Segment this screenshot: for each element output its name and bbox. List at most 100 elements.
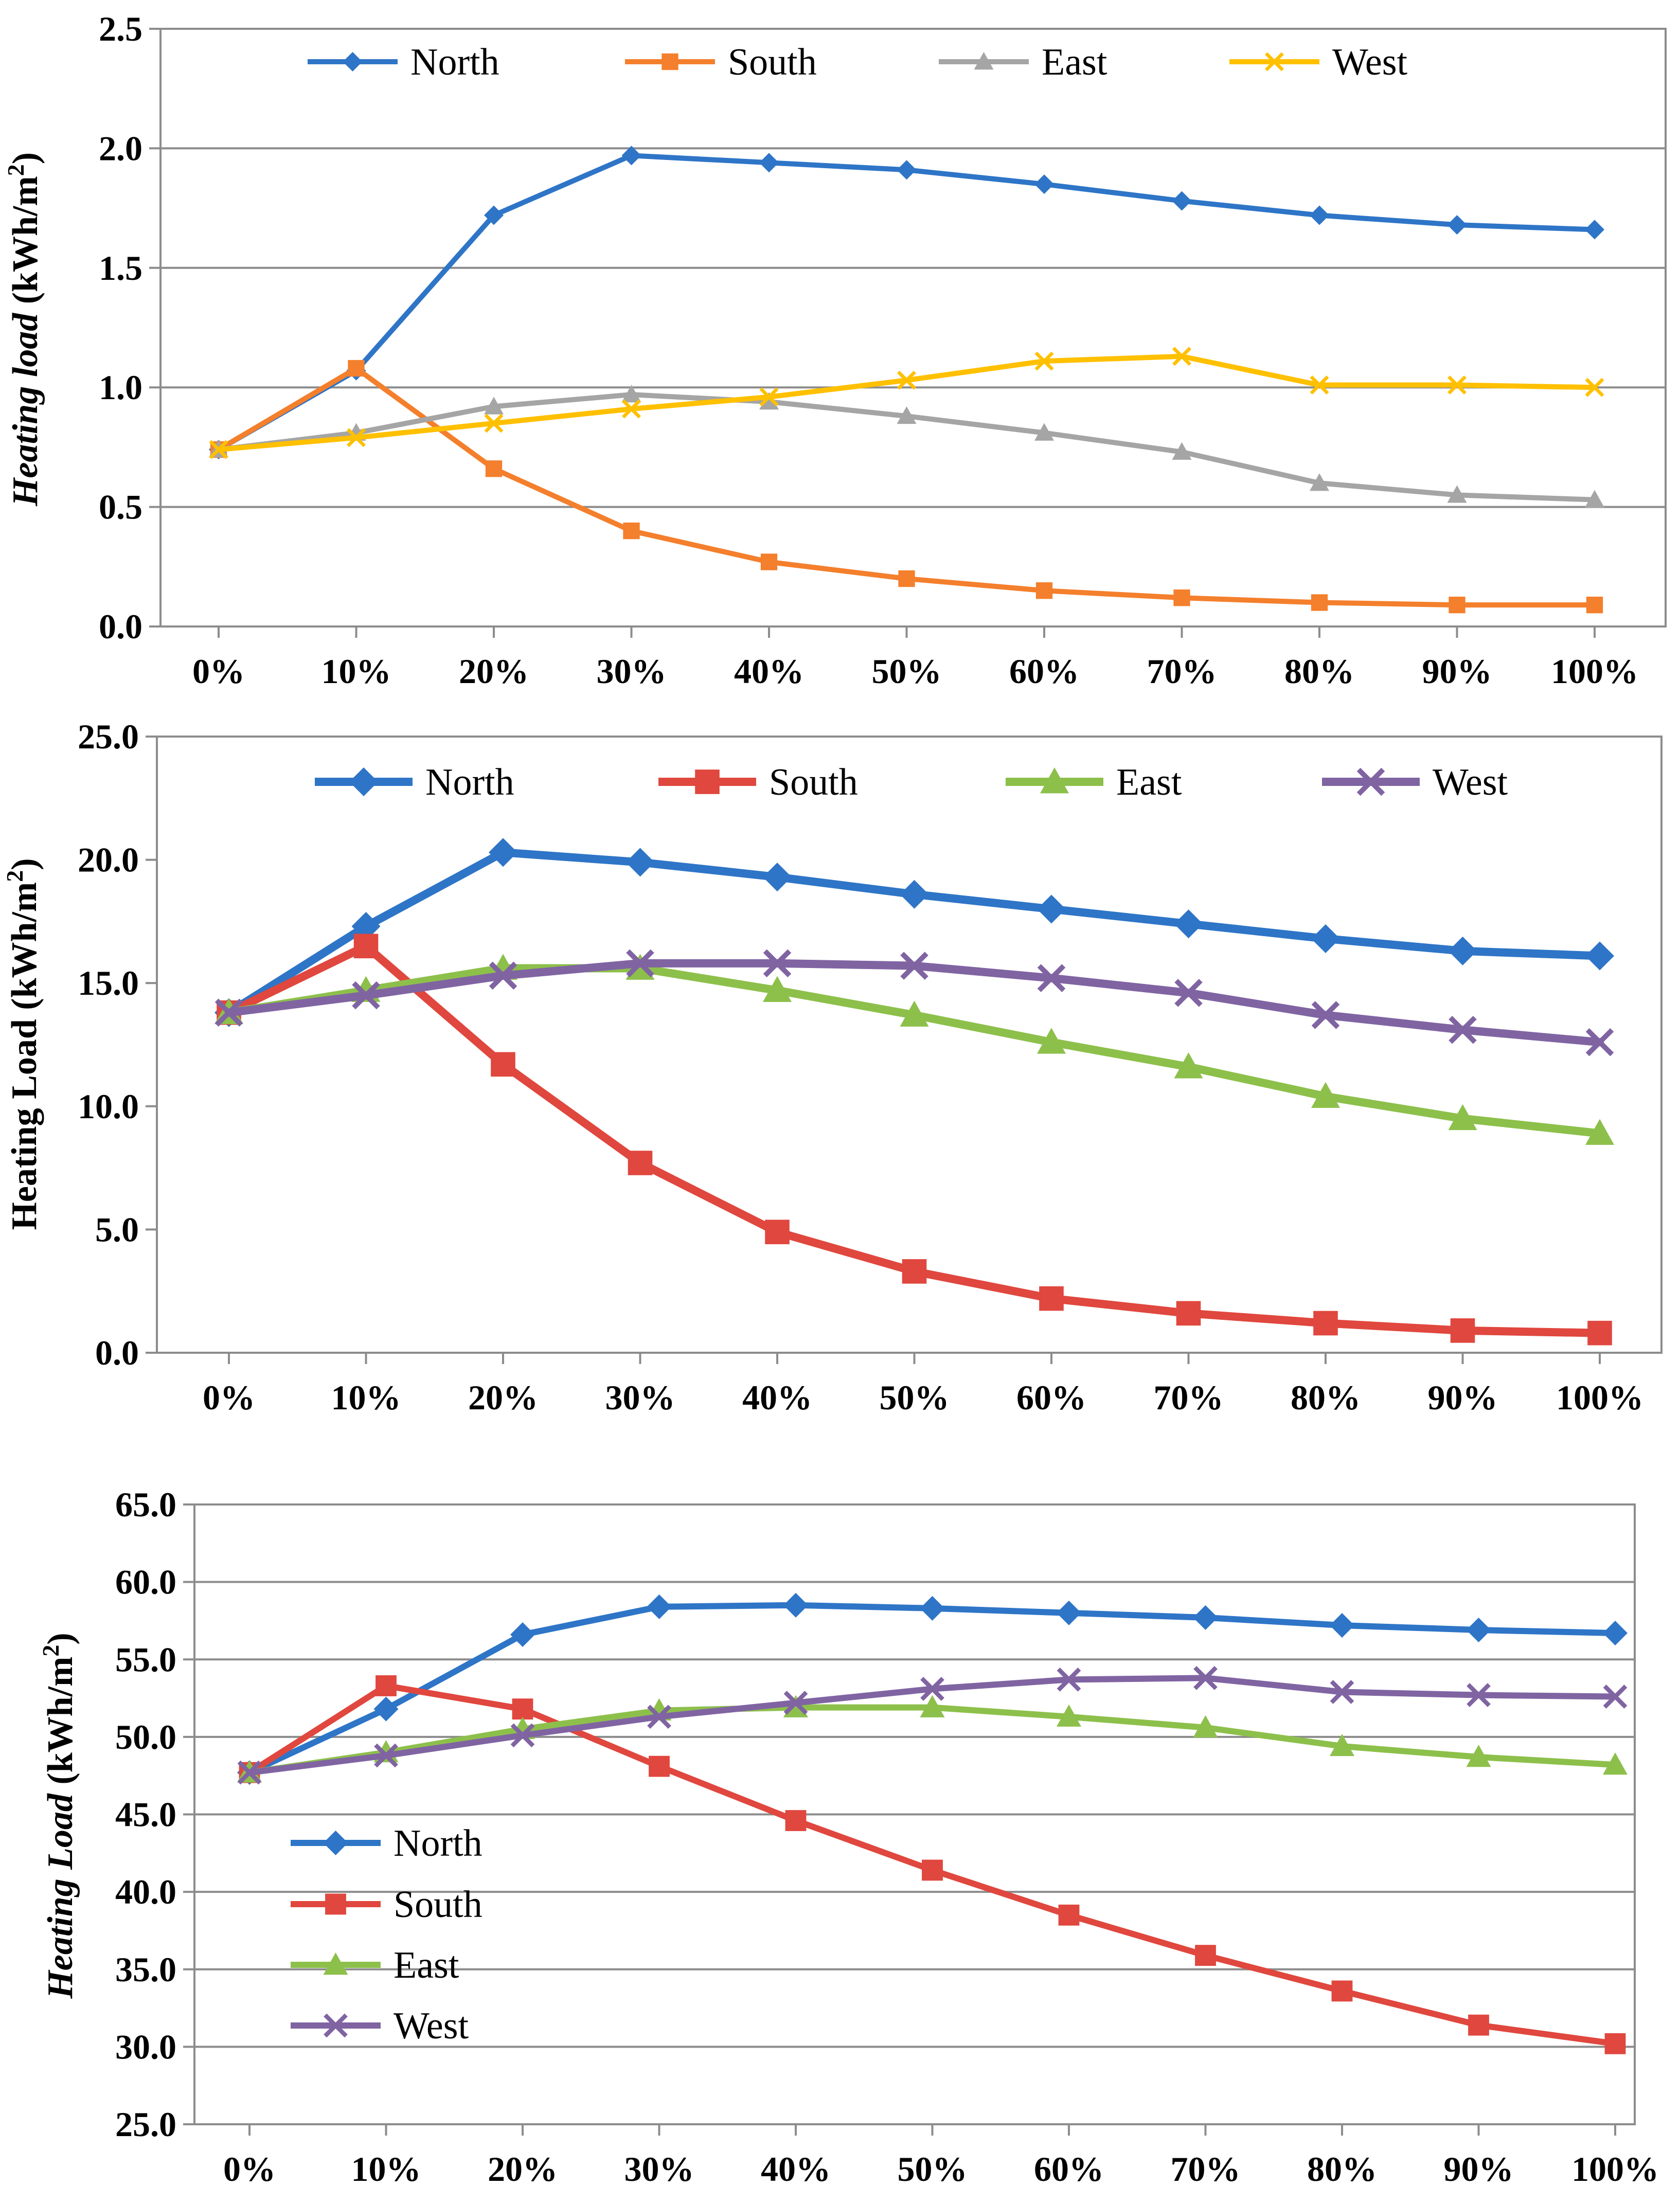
data-point-south (1587, 1320, 1612, 1346)
data-point-south (348, 360, 365, 377)
data-point-west (484, 414, 504, 433)
data-point-south (760, 553, 778, 570)
series-line-east (225, 964, 1604, 1138)
y-tick-label: 15.0 (78, 963, 139, 1002)
x-tick-label: 50% (872, 652, 942, 691)
data-point-west (1449, 1015, 1477, 1044)
chart-1: 0.0 0.5 1.0 1.5 2.0 2.5 0% 10% 20% 30% 40% 50% 60% 70… (3, 9, 1667, 691)
y-axis-label-sup: 2 (2, 870, 28, 882)
data-point-north (1466, 1618, 1491, 1643)
y-axis-label-close: ) (6, 152, 45, 164)
data-point-west (1330, 1680, 1354, 1704)
chart-3: 25.0 30.0 35.0 40.0 45.0 50.0 55.0 60.0 65.0 0% 10… (38, 1485, 1659, 2189)
x-tick-label: 80% (1284, 652, 1354, 691)
series-west (209, 347, 1604, 459)
legend-label: West (1433, 761, 1508, 803)
y-tick-label: 0.0 (95, 1333, 139, 1372)
y-axis-label-unit: (kWh/m (41, 1657, 80, 1794)
data-point-north (489, 838, 517, 867)
data-point-south (1176, 1301, 1201, 1326)
data-point-north (373, 1696, 399, 1722)
x-tick-label: 100% (1556, 1378, 1643, 1417)
data-point-east (1310, 473, 1329, 491)
legend-entry-south: South (625, 41, 817, 83)
legend-label: North (410, 41, 499, 83)
data-point-west (209, 440, 228, 459)
data-point-west (1585, 378, 1604, 397)
data-point-west (1603, 1685, 1628, 1709)
y-axis-label-sup: 2 (3, 164, 29, 176)
legend-label: West (1332, 41, 1408, 83)
data-point-west (1172, 347, 1192, 366)
data-point-north (1330, 1612, 1354, 1638)
legend-marker (695, 769, 720, 794)
x-tick-label: 70% (1171, 2149, 1241, 2189)
data-point-west (374, 1743, 398, 1768)
legend-marker (325, 1893, 346, 1915)
y-tick-label: 65.0 (115, 1485, 176, 1524)
legend-entry-south: South (291, 1884, 482, 1926)
data-point-north (783, 1592, 808, 1618)
y-tick-label: 2.5 (99, 9, 142, 48)
x-tick-label: 50% (898, 2149, 968, 2189)
data-point-east (1037, 1028, 1066, 1054)
data-point-south (628, 1151, 653, 1175)
x-tick-label: 70% (1147, 652, 1217, 691)
series-east (237, 1695, 1628, 1783)
y-tick-label: 25.0 (115, 2105, 176, 2144)
data-point-south (1313, 1311, 1338, 1336)
series-line-west (246, 1675, 1618, 1776)
data-point-south (1039, 1286, 1064, 1311)
y-tick-label: 55.0 (115, 1640, 176, 1679)
y-tick-label: 5.0 (95, 1210, 139, 1249)
legend-label: South (769, 761, 858, 803)
x-tick-label: 100% (1571, 2149, 1659, 2189)
legend-label: South (728, 41, 817, 83)
data-point-north (647, 1594, 672, 1619)
data-point-west (215, 998, 243, 1027)
legend-label: North (394, 1822, 482, 1865)
data-point-south (623, 522, 640, 540)
data-point-west (346, 428, 366, 447)
x-tick-label: 60% (1016, 1378, 1086, 1417)
data-point-north (1447, 215, 1467, 235)
y-axis-label: Heating load (kWh/m2) (3, 152, 45, 507)
data-point-north (1585, 941, 1614, 971)
data-point-east (1585, 490, 1604, 508)
y-axis-label-italic: Heating Load (41, 1793, 80, 1999)
y-tick-label: 0.0 (99, 607, 142, 646)
data-point-north (900, 880, 929, 909)
x-tick-label: 10% (351, 2149, 421, 2189)
x-tick-label: 40% (734, 652, 804, 691)
data-point-east (621, 385, 641, 403)
data-point-south (922, 1859, 943, 1881)
plot-area (156, 736, 1663, 1354)
data-point-south (491, 1052, 515, 1077)
series-north (237, 1592, 1628, 1785)
legend-label: East (394, 1944, 459, 1986)
data-point-east (920, 1695, 945, 1717)
series-north (215, 838, 1614, 1027)
series-line-west (216, 353, 1597, 453)
legend-entry-west: West (291, 2005, 469, 2047)
x-tick-label: 80% (1307, 2149, 1377, 2189)
legend-marker (1040, 767, 1069, 794)
y-axis-label: Heating Load (kWh/m2) (38, 1633, 80, 1999)
x-tick-label: 40% (742, 1378, 812, 1417)
y-axis-label: Heating Load (kWh/m2) (2, 858, 44, 1230)
x-tick-label: 10% (331, 1378, 401, 1417)
legend-marker (974, 52, 994, 70)
legend-marker (1264, 52, 1284, 71)
data-point-west (489, 961, 517, 990)
data-point-north (763, 863, 792, 892)
data-point-north (1174, 909, 1203, 939)
data-point-east (1057, 1704, 1081, 1727)
data-point-south (1586, 597, 1603, 614)
data-point-west (1310, 375, 1329, 395)
data-point-west (1174, 979, 1203, 1007)
legend-entry-east: East (291, 1944, 459, 1986)
x-tick-label: 30% (624, 2149, 694, 2189)
data-point-south (1173, 589, 1190, 606)
data-point-north (1057, 1600, 1081, 1625)
data-point-north (1034, 174, 1054, 194)
